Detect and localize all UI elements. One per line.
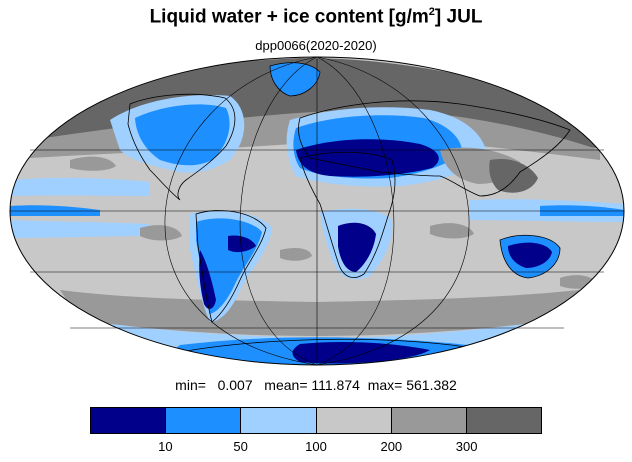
field-andes (199, 250, 216, 309)
field-southern-africa (338, 222, 376, 272)
colorbar-swatch-5 (466, 408, 542, 433)
field-sahara-arabia (296, 139, 439, 177)
meridian-west-60 (239, 56, 318, 366)
colorbar-swatch-1 (166, 408, 242, 433)
field-patch-pacific-2 (140, 225, 182, 241)
field-pacific-east-strong (540, 205, 624, 217)
title-main: Liquid water + ice content [g/m (149, 6, 429, 28)
colorbar-tick-label: 50 (233, 439, 248, 454)
coast-greenland (269, 62, 321, 97)
field-itcz-west-strong (10, 205, 100, 216)
stat-min-value: 0.007 (217, 377, 253, 393)
coast-eurasia (298, 100, 571, 197)
stat-mean-value: 111.874 (311, 377, 360, 393)
stat-min-label: min= (175, 377, 206, 393)
coast-south-america (195, 210, 267, 323)
field-patch-indian (430, 223, 474, 239)
colorbar-tick-label: 200 (380, 439, 403, 454)
field-southern-mid (60, 290, 580, 336)
stat-max-label: max= (367, 377, 403, 393)
field-australia (508, 242, 552, 268)
title-suffix: ] JUL (434, 6, 483, 28)
title-superscript: 2 (428, 6, 435, 18)
colorbar-tick-label: 300 (455, 439, 478, 454)
coast-north-america (127, 93, 236, 201)
globe-outline (9, 56, 625, 366)
field-south-america-dry (228, 235, 256, 253)
colorbar-tick-label: 10 (158, 439, 173, 454)
field-greenland (270, 62, 320, 96)
chart-subtitle: dpp0066(2020-2020) (255, 38, 377, 53)
colorbar (90, 407, 542, 434)
stat-max-value: 561.382 (406, 377, 457, 393)
field-patch-atlantic (280, 248, 312, 261)
field-itcz-west (10, 177, 150, 196)
field-east-asia (489, 158, 538, 193)
map-fields (10, 57, 624, 365)
chart-title: Liquid water + ice content [g/m2] JUL (0, 6, 632, 28)
statistics-line: min= 0.007 mean= 111.874 max= 561.382 (0, 377, 632, 393)
colorbar-swatch-0 (91, 408, 167, 433)
stat-mean-label: mean= (264, 377, 308, 393)
colorbar-swatch-3 (316, 408, 392, 433)
field-tropics-light (10, 220, 150, 238)
colorbar-swatch-2 (241, 408, 317, 433)
meridian-east-60 (316, 56, 395, 366)
colorbar-swatch-4 (391, 408, 467, 433)
coast-africa (299, 151, 396, 278)
colorbar-tick-label: 100 (305, 439, 327, 454)
coast-australia (499, 235, 561, 279)
field-antarctica (292, 342, 430, 364)
field-patch-pacific-1 (70, 156, 116, 171)
